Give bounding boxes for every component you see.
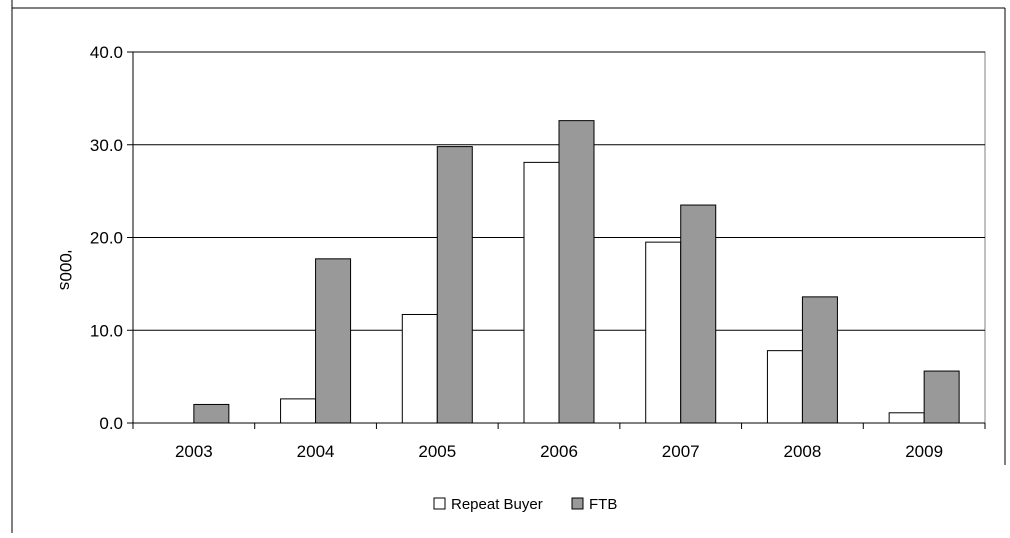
y-tick-label: 10.0 xyxy=(90,321,123,340)
bar-ftb-2006 xyxy=(558,120,595,424)
x-tick-label: 2008 xyxy=(784,442,822,461)
bar-ftb-2007 xyxy=(680,204,717,424)
bars xyxy=(193,120,960,424)
bar-repeat-buyer-2005 xyxy=(401,313,438,424)
y-tick-label: 30.0 xyxy=(90,136,123,155)
axes xyxy=(132,52,986,429)
bar-ftb-2004 xyxy=(315,258,352,424)
y-axis-title: '000s xyxy=(56,250,75,290)
bar-ftb-2005 xyxy=(436,146,473,424)
legend-swatch-ftb xyxy=(571,497,584,510)
bar-ftb-2003 xyxy=(193,403,230,424)
legend-label-ftb: FTB xyxy=(589,496,617,513)
bar-repeat-buyer-2008 xyxy=(766,350,803,424)
x-tick-label: 2006 xyxy=(540,442,578,461)
x-tick-label: 2007 xyxy=(662,442,700,461)
tick-labels: 0.0 10.0 20.0 30.0 40.0 2003 2004 2005 2006 2007 2… xyxy=(90,43,943,461)
y-tick-label: 40.0 xyxy=(90,43,123,62)
legend-swatch-repeat-buyer xyxy=(433,497,446,510)
bar-ftb-2008 xyxy=(801,296,838,424)
bar-repeat-buyer-2004 xyxy=(280,398,317,424)
x-tick-label: 2004 xyxy=(297,442,335,461)
legend: Repeat Buyer FTB xyxy=(433,496,617,513)
y-tick-label: 0.0 xyxy=(99,414,123,433)
bar-repeat-buyer-2009 xyxy=(888,412,925,424)
x-tick-label: 2009 xyxy=(905,442,943,461)
bar-repeat-buyer-2007 xyxy=(645,241,682,424)
bar-repeat-buyer-2006 xyxy=(523,161,560,424)
legend-label-repeat-buyer: Repeat Buyer xyxy=(451,496,543,513)
x-tick-label: 2003 xyxy=(175,442,213,461)
x-tick-label: 2005 xyxy=(418,442,456,461)
y-tick-label: 20.0 xyxy=(90,229,123,248)
chart-frame xyxy=(11,0,1006,533)
bar-ftb-2009 xyxy=(923,370,960,424)
